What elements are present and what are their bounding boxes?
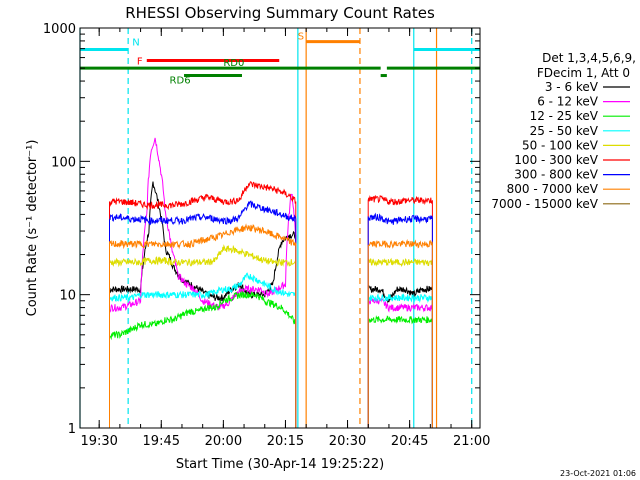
- series-line: [367, 315, 433, 428]
- y-tick-label: 100: [51, 155, 76, 170]
- legend-entry-label: 7000 - 15000 keV: [491, 197, 598, 211]
- series-line: [109, 137, 297, 428]
- series-line: [367, 194, 433, 428]
- axes: 19:30 19:45 20:00 20:15 20:30 20:45 21:00 1 10 10…: [43, 22, 491, 449]
- series-line: [109, 290, 297, 428]
- series-line: [109, 200, 297, 428]
- x-tick-label: 21:00: [453, 434, 490, 449]
- y-tick-label: 1000: [43, 22, 76, 37]
- flag-label-n: N: [132, 37, 139, 48]
- legend-header: Det 1,3,4,5,6,9,: [542, 51, 636, 65]
- legend-entry-label: 12 - 25 keV: [530, 109, 599, 123]
- x-tick-label: 20:00: [205, 434, 242, 449]
- plot-area: NF S RD0 RD6: [79, 28, 480, 428]
- flag-label-f: F: [137, 57, 143, 68]
- series-line: [367, 257, 433, 428]
- series-line: [367, 296, 433, 428]
- x-axis-label: Start Time (30-Apr-14 19:25:22): [176, 457, 384, 472]
- footer-date: 23-Oct-2021 01:06: [560, 469, 636, 478]
- legend-entry-label: 100 - 300 keV: [514, 153, 598, 167]
- series-line: [367, 284, 433, 428]
- y-tick-label: 1: [68, 422, 76, 437]
- series-line: [109, 181, 297, 428]
- series-line: [109, 223, 297, 428]
- series-line: [109, 181, 297, 428]
- legend-entry-label: 25 - 50 keV: [530, 124, 599, 138]
- plot-frame: [79, 27, 481, 429]
- series-line: [109, 244, 297, 428]
- legend-entry-label: 6 - 12 keV: [537, 95, 599, 109]
- legend-header: FDecim 1, Att 0: [537, 66, 630, 80]
- x-tick-label: 19:30: [80, 434, 117, 449]
- flag-label-rd0: RD0: [223, 58, 244, 69]
- x-tick-label: 19:45: [143, 434, 180, 449]
- legend: Det 1,3,4,5,6,9,FDecim 1, Att 03 - 6 keV…: [491, 51, 636, 211]
- legend-entry-label: 300 - 800 keV: [514, 168, 598, 182]
- chart-title: RHESSI Observing Summary Count Rates: [125, 4, 435, 22]
- series-line: [367, 238, 433, 428]
- x-tick-label: 20:45: [391, 434, 428, 449]
- y-axis-label: Count Rate (s⁻¹ detector⁻¹): [25, 140, 40, 317]
- legend-entry-label: 3 - 6 keV: [545, 80, 599, 94]
- x-tick-label: 20:15: [267, 434, 304, 449]
- legend-entry-label: 800 - 7000 keV: [507, 182, 599, 196]
- flag-label-rd6: RD6: [170, 76, 191, 87]
- flag-label-s: S: [298, 32, 304, 43]
- y-tick-label: 10: [59, 289, 76, 304]
- legend-entry-label: 50 - 100 keV: [522, 138, 599, 152]
- x-tick-label: 20:30: [329, 434, 366, 449]
- series-line: [367, 292, 433, 428]
- series-line: [367, 212, 433, 428]
- series-line: [109, 272, 297, 428]
